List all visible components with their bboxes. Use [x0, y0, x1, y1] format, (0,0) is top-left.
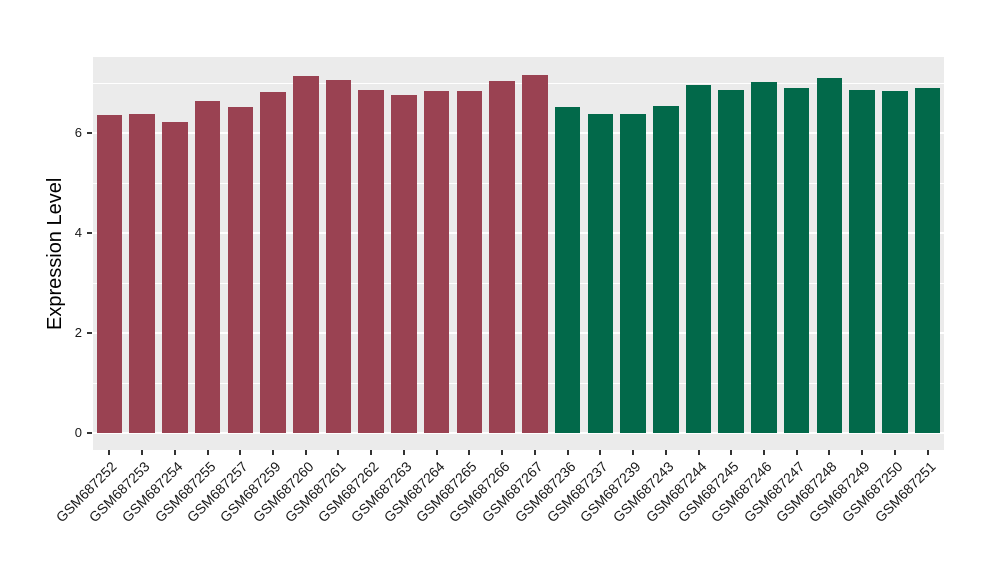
x-axis-tick: [599, 450, 602, 455]
major-gridline: [93, 432, 944, 434]
bar: [522, 74, 548, 433]
y-axis-title: Expression Level: [44, 177, 66, 330]
x-axis-tick: [926, 450, 929, 455]
x-axis-tick: [501, 450, 504, 455]
major-gridline: [93, 132, 944, 134]
x-axis-tick: [893, 450, 896, 455]
bar: [129, 113, 155, 433]
x-axis-tick: [272, 450, 275, 455]
x-axis-tick: [762, 450, 765, 455]
minor-gridline: [93, 82, 944, 84]
bar: [849, 90, 875, 433]
x-axis-tick: [239, 450, 242, 455]
y-tick-label: 4: [74, 225, 82, 240]
x-axis-tick: [566, 450, 569, 455]
bar: [96, 114, 123, 433]
x-axis-tick: [402, 450, 405, 455]
x-axis-tick: [533, 450, 536, 455]
bar: [816, 78, 843, 433]
bar: [783, 87, 810, 433]
y-tick-label: 6: [74, 125, 82, 140]
bar: [620, 113, 646, 433]
bar: [227, 106, 254, 433]
bar: [587, 113, 614, 433]
x-axis-tick: [730, 450, 733, 455]
major-gridline: [93, 332, 944, 334]
bar: [423, 91, 450, 433]
minor-gridline: [93, 182, 944, 184]
bar: [554, 107, 581, 433]
x-axis-tick: [795, 450, 798, 455]
x-axis-tick: [697, 450, 700, 455]
bar: [653, 106, 679, 433]
x-axis-tick: [632, 450, 635, 455]
bar: [260, 92, 286, 433]
x-axis-tick: [337, 450, 340, 455]
y-axis-tick: [87, 432, 92, 434]
minor-gridline: [93, 282, 944, 284]
bar: [456, 91, 483, 433]
x-axis-tick: [435, 450, 438, 455]
minor-gridline: [93, 382, 944, 384]
bar: [358, 89, 384, 433]
x-axis-tick: [664, 450, 667, 455]
x-axis-tick: [304, 450, 307, 455]
y-axis-tick: [87, 332, 92, 334]
x-axis-tick: [828, 450, 831, 455]
x-axis-tick: [468, 450, 471, 455]
bar: [194, 100, 221, 433]
bar: [292, 75, 319, 433]
x-axis-tick: [861, 450, 864, 455]
bar: [882, 91, 908, 433]
y-tick-label: 2: [74, 325, 82, 340]
bar: [685, 84, 712, 433]
x-axis-tick: [370, 450, 373, 455]
bar: [391, 95, 417, 433]
plot-panel: [93, 57, 944, 450]
x-axis-tick: [206, 450, 209, 455]
y-axis-tick: [87, 132, 92, 134]
x-axis-tick: [173, 450, 176, 455]
y-axis-tick: [87, 232, 92, 234]
y-tick-label: 0: [74, 425, 82, 440]
bar: [489, 80, 515, 433]
bar: [325, 80, 352, 433]
bar: [751, 82, 777, 433]
x-axis-tick: [108, 450, 111, 455]
bar: [162, 122, 188, 433]
major-gridline: [93, 232, 944, 234]
x-axis-tick: [141, 450, 144, 455]
bar: [914, 88, 941, 433]
bar: [718, 90, 744, 433]
